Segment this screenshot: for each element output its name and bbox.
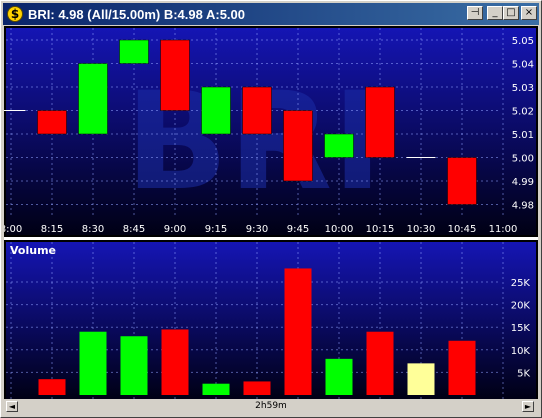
status-bar: ◄ 2h59m ►	[4, 399, 538, 415]
price-tick-label: 5.04	[512, 60, 534, 71]
volume-bar	[79, 331, 107, 395]
volume-bar	[325, 358, 353, 395]
price-tick-label: 5.02	[512, 107, 534, 118]
time-tick-label: 9:00	[164, 224, 186, 235]
time-tick-label: 9:30	[246, 224, 268, 235]
volume-tick-label: 25K	[511, 278, 531, 289]
volume-bar	[38, 379, 66, 395]
volume-bar	[448, 340, 476, 395]
candle-down	[283, 110, 313, 182]
price-tick-label: 5.01	[512, 130, 534, 141]
candle-up	[78, 63, 108, 135]
volume-pane-title: Volume	[10, 244, 56, 257]
pin-icon[interactable]: ⊣	[467, 6, 483, 20]
volume-bar	[243, 381, 271, 395]
scroll-right-button[interactable]: ►	[522, 401, 534, 412]
price-tick-label: 4.98	[512, 201, 534, 212]
volume-tick-label: 5K	[517, 368, 530, 379]
candle-down	[365, 86, 395, 158]
time-tick-label: 10:15	[366, 224, 395, 235]
candle-down	[160, 39, 190, 111]
window-title: BRI: 4.98 (All/15.00m) B:4.98 A:5.00	[28, 7, 245, 22]
close-icon[interactable]: ×	[521, 6, 537, 20]
volume-bar	[407, 363, 435, 395]
volume-bar	[120, 336, 148, 395]
minimize-icon[interactable]: _	[487, 6, 503, 20]
scroll-left-button[interactable]: ◄	[6, 401, 18, 412]
volume-tick-label: 10K	[511, 346, 531, 357]
chart-area: BRI 5.055.045.035.025.015.004.994.988:00…	[0, 26, 538, 399]
volume-bar	[366, 331, 394, 395]
time-tick-label: 9:45	[287, 224, 309, 235]
time-tick-label: 8:30	[82, 224, 104, 235]
candle-up	[324, 133, 354, 158]
pane-divider[interactable]	[4, 237, 538, 240]
price-tick-label: 5.03	[512, 83, 534, 94]
title-bar[interactable]: $ BRI: 4.98 (All/15.00m) B:4.98 A:5.00 ⊣…	[3, 3, 539, 25]
volume-bar	[161, 329, 189, 395]
time-tick-label: 8:15	[41, 224, 63, 235]
time-tick-label: 8:00	[4, 224, 22, 235]
dollar-coin-icon[interactable]: $	[7, 6, 23, 22]
time-tick-label: 10:45	[448, 224, 477, 235]
volume-bar	[284, 268, 312, 395]
price-tick-label: 4.99	[512, 177, 534, 188]
chart-svg[interactable]: BRI 5.055.045.035.025.015.004.994.988:00…	[0, 26, 538, 399]
price-tick-label: 5.00	[512, 154, 534, 165]
time-tick-label: 10:00	[325, 224, 354, 235]
time-span-label: 2h59m	[255, 401, 287, 411]
candle-down	[242, 86, 272, 135]
time-tick-label: 8:45	[123, 224, 145, 235]
volume-tick-label: 15K	[511, 323, 531, 334]
candle-down	[447, 157, 477, 205]
time-tick-label: 11:00	[489, 224, 518, 235]
candle-down	[37, 110, 67, 135]
volume-tick-label: 20K	[511, 301, 531, 312]
candle-up	[201, 86, 231, 135]
maximize-icon[interactable]: □	[503, 6, 519, 20]
candle-up	[119, 39, 149, 64]
time-tick-label: 9:15	[205, 224, 227, 235]
price-tick-label: 5.05	[512, 36, 534, 47]
volume-bar	[202, 383, 230, 395]
time-tick-label: 10:30	[407, 224, 436, 235]
